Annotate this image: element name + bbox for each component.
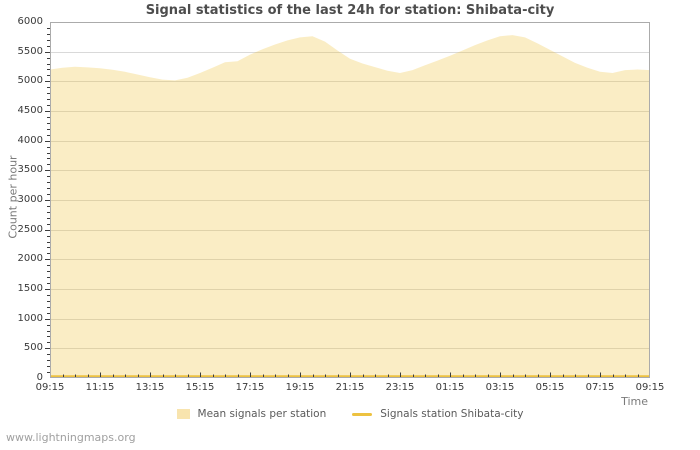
x-tick-label: 09:15 — [35, 382, 65, 393]
x-tick-label: 09:15 — [635, 382, 665, 393]
y-tick-label: 1500 — [17, 283, 43, 294]
area-swatch-icon — [176, 409, 190, 419]
x-tick-label: 15:15 — [185, 382, 215, 393]
x-tick-label: 17:15 — [235, 382, 265, 393]
y-tick-label: 4500 — [17, 105, 43, 116]
x-tick-label: 11:15 — [85, 382, 115, 393]
chart-legend: Mean signals per station Signals station… — [0, 408, 700, 420]
legend-item-mean-signals: Mean signals per station — [176, 408, 327, 420]
y-tick-label: 4000 — [17, 135, 43, 146]
chart-plot-area — [45, 22, 650, 378]
x-tick-label: 05:15 — [535, 382, 565, 393]
y-tick-label: 5500 — [17, 46, 43, 57]
x-tick-label: 13:15 — [135, 382, 165, 393]
y-tick-label: 0 — [36, 372, 43, 383]
legend-label-station-signals: Signals station Shibata-city — [380, 408, 524, 420]
y-axis-title: Count per hour — [6, 155, 20, 239]
x-tick-label: 01:15 — [435, 382, 465, 393]
x-tick-label: 21:15 — [335, 382, 365, 393]
y-tick-label: 3000 — [17, 194, 43, 205]
x-tick-label: 07:15 — [585, 382, 615, 393]
x-axis-title: Time — [621, 395, 648, 408]
legend-label-mean-signals: Mean signals per station — [197, 408, 327, 420]
line-swatch-icon — [352, 412, 373, 416]
y-tick-label: 1000 — [17, 313, 43, 324]
y-tick-label: 500 — [23, 342, 43, 353]
y-tick-label: 2000 — [17, 253, 43, 264]
watermark: www.lightningmaps.org — [6, 431, 136, 444]
x-tick-label: 03:15 — [485, 382, 515, 393]
y-tick-label: 2500 — [17, 224, 43, 235]
x-tick-label: 19:15 — [285, 382, 315, 393]
y-tick-label: 5000 — [17, 75, 43, 86]
y-tick-label: 6000 — [17, 16, 43, 27]
chart-title: Signal statistics of the last 24h for st… — [145, 3, 555, 18]
y-tick-label: 3500 — [17, 164, 43, 175]
legend-item-station-signals: Signals station Shibata-city — [352, 408, 523, 420]
x-tick-label: 23:15 — [385, 382, 415, 393]
